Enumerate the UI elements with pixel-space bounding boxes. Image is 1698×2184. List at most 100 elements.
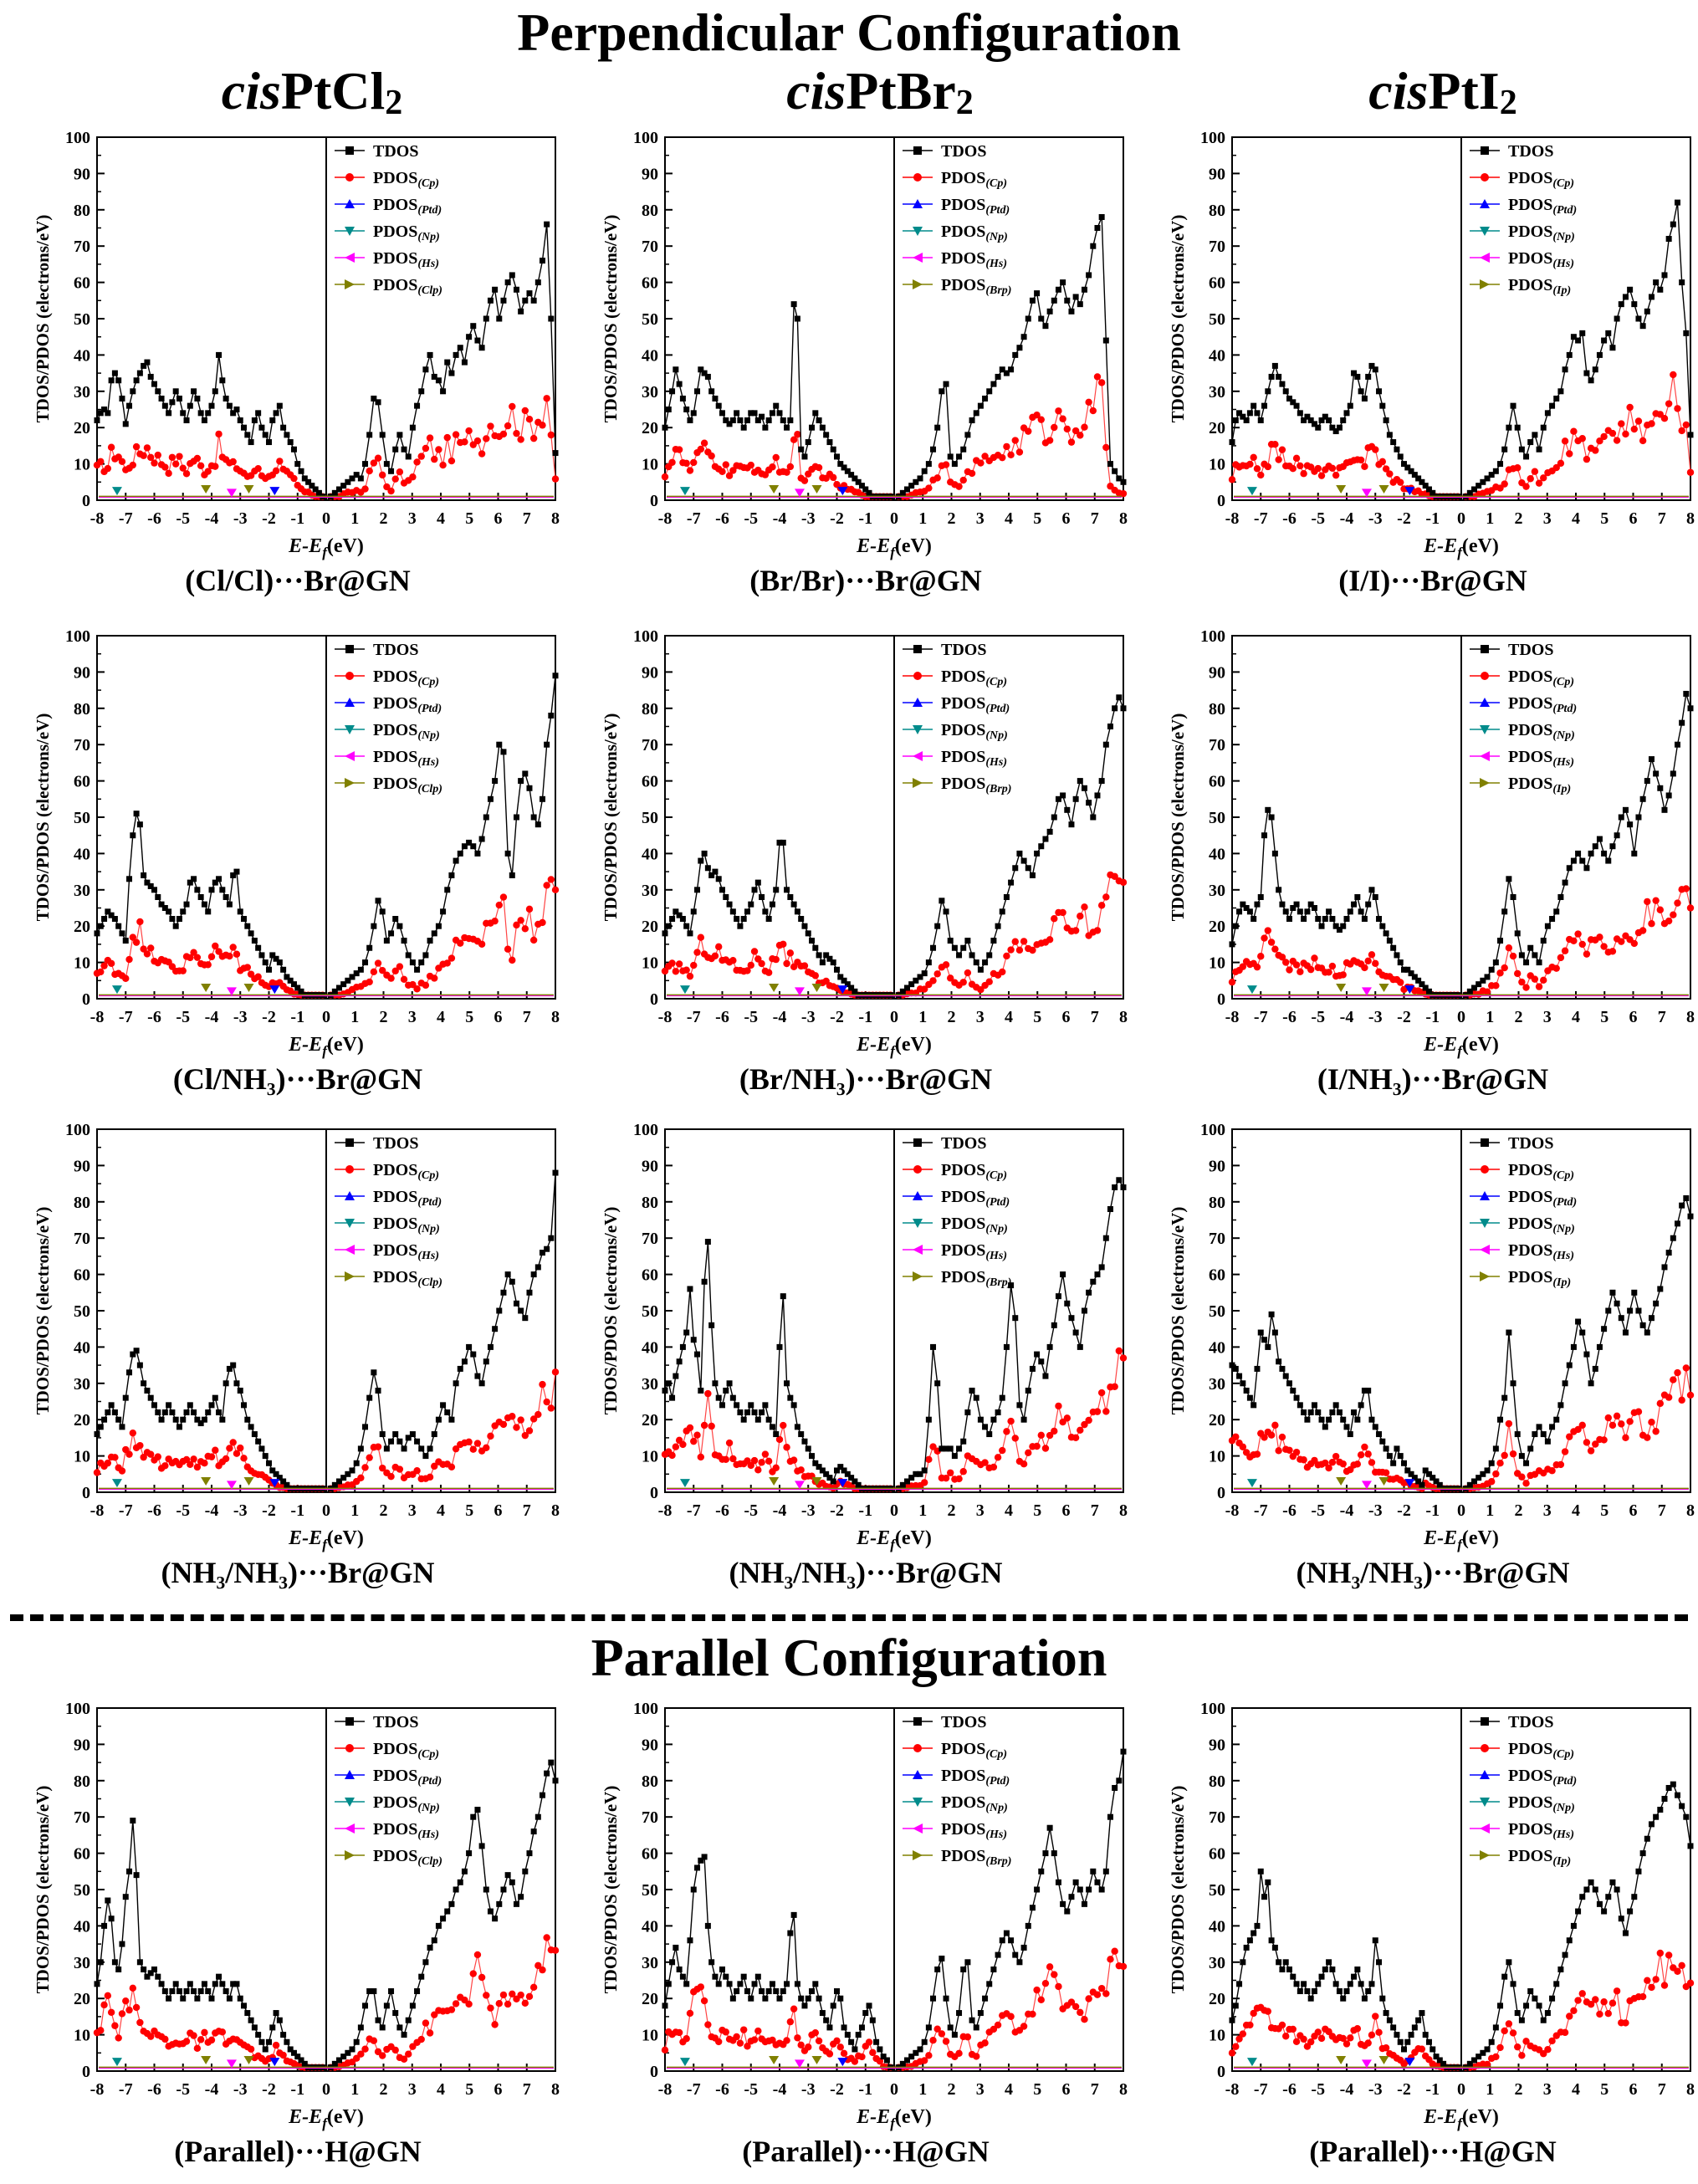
pdos-c-point: [379, 966, 386, 974]
legend-label: PDOS(Cp): [1508, 667, 1574, 688]
pdos-minor-point: [811, 1476, 822, 1486]
tdos-point: [548, 1759, 555, 1766]
tdos-point: [284, 1481, 290, 1488]
tdos-point: [233, 407, 240, 412]
tdos-point: [1358, 388, 1364, 395]
tdos-point: [205, 1988, 212, 1995]
tdos-point: [1236, 908, 1243, 915]
x-tick-label: -5: [176, 1008, 190, 1026]
tdos-point: [1390, 944, 1397, 951]
tdos-point: [1254, 1365, 1261, 1372]
tdos-point: [539, 258, 545, 264]
tdos-point: [119, 930, 125, 937]
tdos-point: [1674, 1220, 1680, 1227]
tdos-point: [751, 1981, 758, 1987]
x-tick-label: -8: [1225, 509, 1240, 528]
legend-marker-triangle-up: [913, 199, 923, 208]
tdos-point: [435, 1416, 442, 1423]
legend-label-sub: (Hs): [985, 258, 1007, 270]
x-tick-label: 8: [1686, 509, 1695, 528]
tdos-point: [212, 1394, 218, 1401]
tdos-point: [1618, 1315, 1624, 1322]
pdos-c-point: [1264, 2008, 1272, 2015]
pdos-c-point: [1037, 1431, 1045, 1440]
tdos-point: [1064, 297, 1071, 304]
tdos-point: [1665, 236, 1672, 243]
pdos-c-point: [1483, 988, 1491, 995]
y-tick-label: 0: [650, 1484, 658, 1502]
tdos-point: [1332, 1402, 1339, 1409]
legend-marker-triangle-down: [1480, 1219, 1490, 1228]
tdos-point: [748, 410, 754, 417]
pdos-c-point: [529, 1415, 538, 1423]
pdos-c-point: [1046, 1431, 1054, 1440]
tdos-point: [1064, 1908, 1071, 1915]
y-axis-label: TDOS/PDOS (electrons/eV): [601, 1786, 621, 1994]
tdos-point: [273, 955, 279, 962]
pdos-c-point: [1600, 432, 1608, 441]
tdos-point: [191, 876, 197, 882]
legend-label-sub: (Hs): [985, 1250, 1007, 1262]
x-tick-label: -6: [147, 1501, 161, 1520]
pdos-c-point: [147, 2033, 155, 2040]
tdos-point: [331, 1481, 338, 1488]
tdos-point: [930, 944, 937, 951]
tdos-point: [522, 770, 529, 777]
tdos-point: [844, 2032, 851, 2038]
tdos-point: [1635, 1868, 1642, 1875]
y-axis-label: TDOS/PDOS (electrons/eV): [33, 714, 53, 922]
legend-marker-square: [1481, 645, 1489, 653]
x-axis-label: E-Ef(eV): [856, 535, 932, 560]
x-tick-label: -4: [1340, 1501, 1354, 1520]
chart-caption: (Cl/Cl)···Br@GN: [185, 564, 411, 597]
tdos-point: [1072, 795, 1079, 802]
tdos-point: [1232, 2002, 1239, 2009]
pdos-c-point: [197, 2036, 205, 2043]
x-tick-label: -6: [715, 1501, 729, 1520]
tdos-point: [251, 938, 258, 944]
pdos-c-point: [679, 1440, 687, 1449]
tdos-point: [158, 395, 165, 402]
pdos-c-point: [1665, 917, 1673, 925]
pdos-c-point: [683, 2035, 690, 2043]
tdos-point: [169, 1409, 176, 1416]
pdos-c-point: [1102, 893, 1110, 901]
pdos-c-point: [1522, 984, 1530, 991]
pdos-c-point: [783, 1444, 790, 1451]
x-tick-label: -5: [744, 1501, 758, 1520]
pdos-c-point: [422, 444, 430, 453]
tdos-point: [1422, 1467, 1429, 1474]
column-title-pti2: cisPtI2: [1192, 62, 1694, 132]
tdos-point: [1390, 1460, 1397, 1466]
y-tick-label: 60: [74, 1266, 90, 1285]
tdos-point: [1657, 785, 1664, 791]
tdos-point: [780, 417, 786, 424]
tdos-point: [1596, 836, 1603, 842]
tdos-point: [1605, 330, 1612, 336]
tdos-point: [1055, 286, 1061, 293]
tdos-point: [1544, 2010, 1551, 2017]
x-tick-label: 0: [1457, 1008, 1465, 1026]
pdos-c-point: [697, 933, 705, 941]
x-tick-label: -7: [687, 1008, 701, 1026]
pdos-c-point: [229, 458, 237, 466]
x-tick-label: 4: [1005, 1501, 1013, 1520]
tdos-point: [362, 461, 369, 468]
tdos-point: [1544, 410, 1551, 417]
y-tick-label: 80: [642, 700, 658, 719]
x-tick-label: 7: [1091, 509, 1099, 528]
tdos-point: [1614, 1300, 1620, 1307]
tdos-point: [1476, 981, 1482, 988]
pdos-minor-point: [1246, 2058, 1257, 2067]
pdos-c-point: [1015, 448, 1024, 456]
x-tick-label: 1: [918, 509, 927, 528]
tdos-point: [1476, 1475, 1482, 1481]
pdos-c-point: [920, 2057, 928, 2064]
y-tick-label: 10: [1209, 954, 1225, 973]
pdos-c-point: [1239, 1443, 1247, 1450]
tdos-point: [248, 2017, 254, 2023]
tdos-point: [1020, 857, 1027, 864]
tdos-point: [762, 1995, 769, 2002]
pdos-c-point: [469, 1970, 477, 1977]
